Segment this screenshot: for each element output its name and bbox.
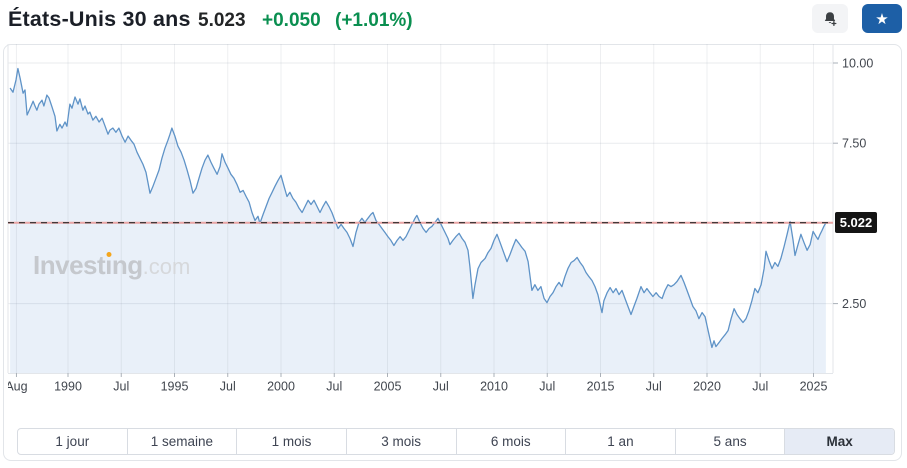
series-area-fill <box>10 68 826 373</box>
x-axis-label: 2010 <box>480 380 508 394</box>
create-alert-button[interactable] <box>812 4 848 33</box>
x-axis-label: Jul <box>646 380 662 394</box>
timeframe-3-mois[interactable]: 3 mois <box>345 429 456 454</box>
x-axis-label: 2020 <box>693 380 721 394</box>
x-axis-label: Jul <box>220 380 236 394</box>
bell-plus-icon <box>821 10 839 28</box>
timeframe-1-jour[interactable]: 1 jour <box>18 429 127 454</box>
y-axis-label: 10.00 <box>842 57 873 71</box>
x-axis-label: Jul <box>113 380 129 394</box>
x-axis-labels: Aug 1990 Jul 1995 Jul 2000 Jul 2005 Jul 2010 Jul 20… <box>5 380 828 394</box>
x-axis-label: Jul <box>326 380 342 394</box>
timeframe-selector: 1 jour 1 semaine 1 mois 3 mois 6 mois 1 an 5 a… <box>17 428 895 455</box>
x-axis-label: 1995 <box>161 380 189 394</box>
y-axis-label: 7.50 <box>842 137 866 151</box>
favorite-button[interactable]: ★ <box>862 4 902 33</box>
timeframe-max[interactable]: Max <box>784 429 894 454</box>
x-axis-label: Aug <box>5 380 27 394</box>
timeframe-1-an[interactable]: 1 an <box>565 429 675 454</box>
instrument-title: États-Unis 30 ans <box>8 7 191 31</box>
price-change-percent: (+1.01%) <box>335 10 413 31</box>
series-line <box>9 67 827 349</box>
x-axis-label: 2005 <box>374 380 402 394</box>
y-axis-label: 2.50 <box>842 297 866 311</box>
price-change: +0.050 <box>262 10 321 31</box>
x-axis-label: 2000 <box>267 380 295 394</box>
timeframe-1-mois[interactable]: 1 mois <box>236 429 346 454</box>
x-axis-label: Jul <box>433 380 449 394</box>
x-axis-label: 2025 <box>800 380 828 394</box>
current-price-axis-badge: 5.022 <box>835 212 877 234</box>
timeframe-5-ans[interactable]: 5 ans <box>674 429 785 454</box>
x-axis-label: 1990 <box>54 380 82 394</box>
star-icon: ★ <box>875 10 889 28</box>
x-axis-label: 2015 <box>587 380 615 394</box>
x-axis-label: Jul <box>539 380 555 394</box>
timeframe-6-mois[interactable]: 6 mois <box>455 429 566 454</box>
x-axis-label: Jul <box>752 380 768 394</box>
timeframe-1-semaine[interactable]: 1 semaine <box>126 429 237 454</box>
last-price: 5.023 <box>198 10 246 31</box>
